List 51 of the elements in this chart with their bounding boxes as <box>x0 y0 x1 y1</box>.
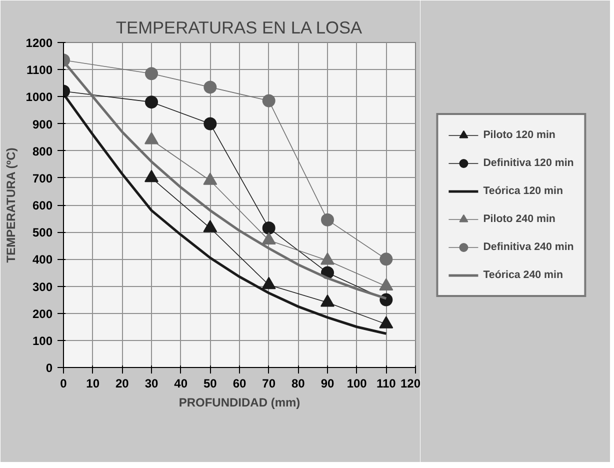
x-tick-label: 70 <box>262 376 276 390</box>
y-tick-label: 1000 <box>26 90 53 104</box>
legend-label: Definitiva 120 min <box>483 156 574 168</box>
y-tick-label: 400 <box>32 252 53 267</box>
point <box>379 316 394 328</box>
x-tick-label: 30 <box>144 376 158 390</box>
point <box>262 232 276 244</box>
y-tick-label: 500 <box>32 226 53 240</box>
point <box>204 117 217 130</box>
point <box>379 278 394 291</box>
point <box>203 172 218 185</box>
point <box>144 170 158 182</box>
x-axis-title: PROFUNDIDAD (mm) <box>178 396 300 410</box>
point <box>203 220 218 232</box>
point <box>262 94 276 108</box>
x-tick-label: 110 <box>376 376 396 390</box>
y-tick-label: 100 <box>32 334 53 348</box>
x-tick-label: 100 <box>346 376 368 390</box>
point <box>262 222 276 235</box>
point <box>262 276 276 290</box>
y-tick-label: 800 <box>32 144 53 158</box>
point <box>321 213 334 226</box>
point <box>145 67 158 80</box>
x-tick-label: 50 <box>203 376 218 390</box>
legend-label: Piloto 240 min <box>483 212 556 224</box>
x-tick-label: 10 <box>86 376 100 390</box>
x-tick-label: 80 <box>291 376 306 390</box>
y-tick-label: 700 <box>32 171 53 186</box>
y-tick-label: 1200 <box>26 36 53 50</box>
legend-label: Teórica 240 min <box>483 268 563 280</box>
chart-title: TEMPERATURAS EN LA LOSA <box>116 18 363 38</box>
y-tick-label: 900 <box>32 117 53 132</box>
y-tick-label: 200 <box>32 306 53 321</box>
point <box>320 252 334 265</box>
y-tick-label: 300 <box>32 280 53 294</box>
point <box>204 80 217 94</box>
x-tick-label: 120 <box>400 376 421 390</box>
x-tick-label: 60 <box>232 376 246 390</box>
y-axis-title: TEMPERATURA (ºC) <box>4 148 18 263</box>
legend-label: Piloto 120 min <box>483 128 556 140</box>
legend-label: Definitiva 240 min <box>483 240 574 252</box>
x-tick-label: 0 <box>60 376 68 390</box>
y-tick-label: 600 <box>32 198 53 212</box>
x-tick-label: 20 <box>115 376 130 390</box>
point <box>145 96 158 109</box>
x-tick-label: 90 <box>320 376 334 390</box>
x-tick-label: 40 <box>174 376 188 390</box>
y-tick-label: 0 <box>46 361 53 375</box>
legend-label: Teórica 120 min <box>483 184 563 196</box>
y-tick-label: 1100 <box>26 63 53 78</box>
point <box>320 294 334 307</box>
